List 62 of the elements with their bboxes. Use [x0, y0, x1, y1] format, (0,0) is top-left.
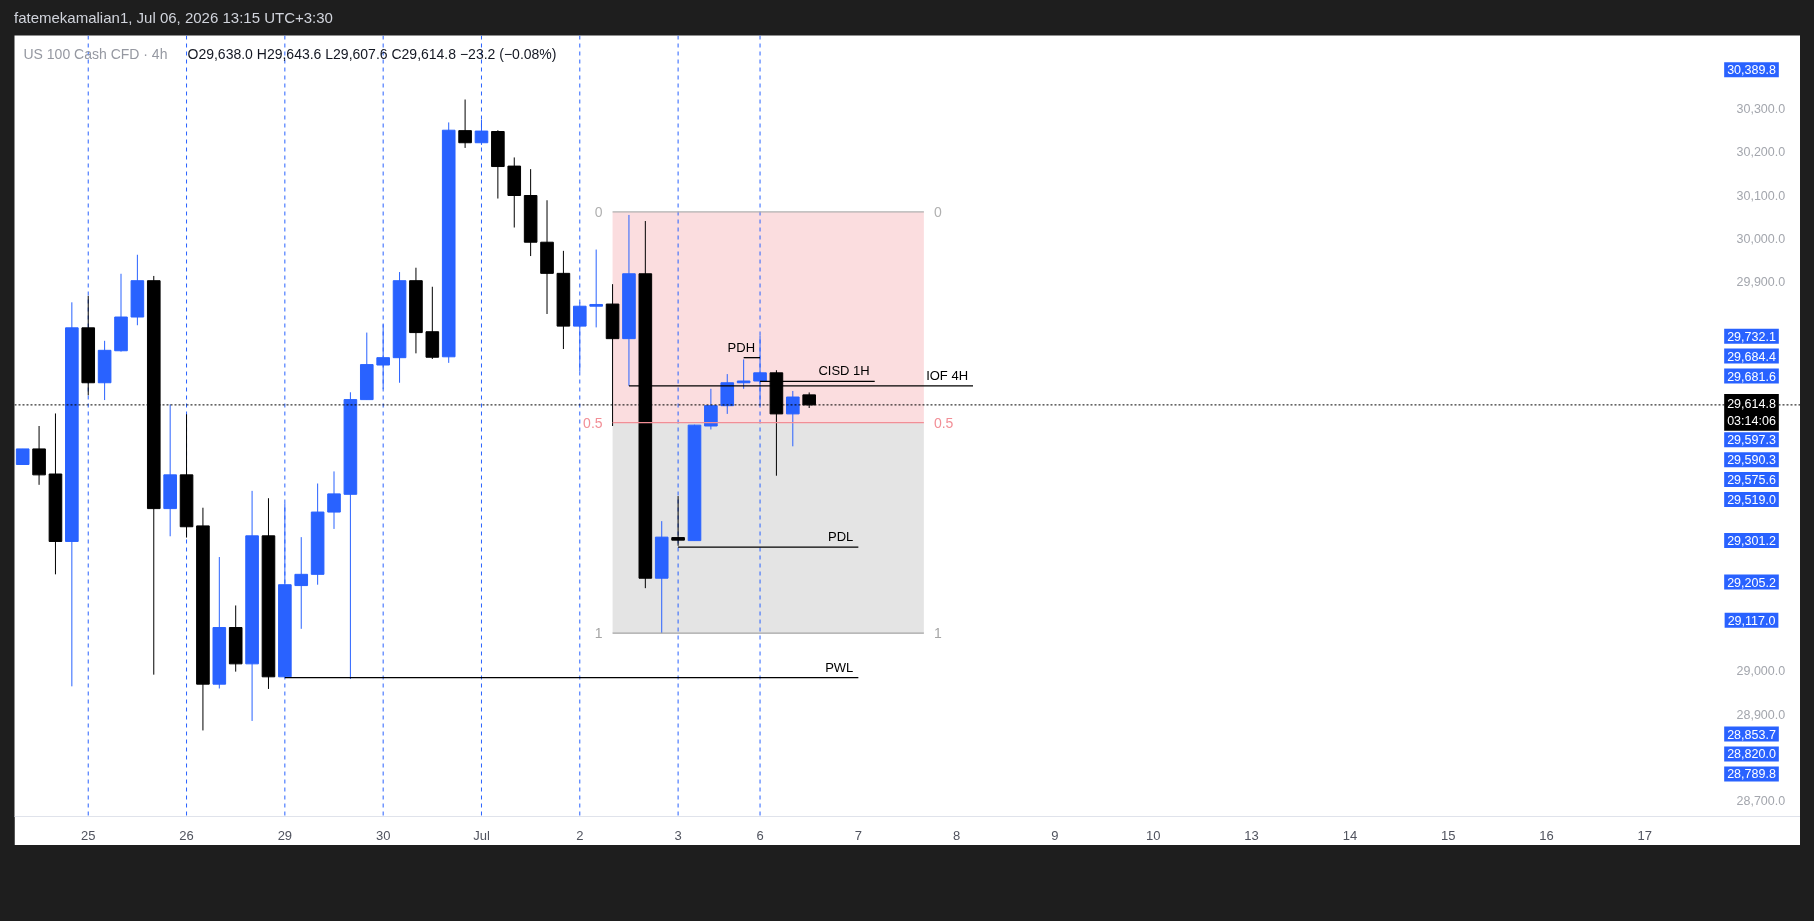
- annotation: 29,301.2: [1727, 534, 1776, 549]
- series-label: PWL: [825, 659, 854, 675]
- annotation: 29,597.3: [1727, 433, 1776, 448]
- y-tick-label: 30,200.0: [1736, 145, 1786, 160]
- annotation: 29,575.6: [1727, 473, 1776, 488]
- x-tick-label: 6: [756, 827, 764, 843]
- x-tick-label: 17: [1637, 827, 1653, 843]
- annotation: 28,789.8: [1727, 767, 1776, 782]
- series-label: PDH: [727, 339, 756, 355]
- text: 0.5: [933, 414, 954, 431]
- annotation: 29,681.6: [1727, 369, 1776, 384]
- x-tick-label: 7: [854, 827, 862, 843]
- annotation: 29,205.2: [1727, 575, 1776, 590]
- text: 0: [933, 203, 942, 220]
- candlestick: [785, 390, 800, 447]
- text: O29,638.0 H29,643.6 L29,607.6 C29,614.8 −23.2 (−0.08%): [187, 46, 557, 63]
- x-tick-label: 2: [576, 827, 584, 843]
- series-label: 0.5: [583, 414, 603, 431]
- candlestick: [704, 388, 718, 430]
- series-label: 0: [594, 203, 603, 220]
- annotation: 29,590.3: [1727, 453, 1776, 468]
- series-label: 1: [594, 625, 603, 642]
- annotation: 28,853.7: [1727, 727, 1776, 742]
- ref-line-label: 29,614.8 03:14:06: [1727, 396, 1776, 428]
- series-label: IOF 4H: [926, 367, 969, 383]
- candlestick: [736, 358, 751, 390]
- text: US 100 Cash CFD · 4h: [23, 46, 168, 63]
- candlestick: [458, 99, 472, 149]
- x-tick-label: 10: [1146, 827, 1161, 843]
- candlestick: [720, 373, 735, 415]
- y-tick-label: 30,100.0: [1736, 188, 1786, 203]
- candlestick: [327, 470, 341, 530]
- x-tick-label: 13: [1244, 827, 1259, 843]
- y-tick-label: 29,900.0: [1736, 275, 1786, 290]
- series-label: PDL: [828, 529, 854, 545]
- y-tick-label: 29,000.0: [1736, 664, 1786, 679]
- x-tick-label: 14: [1342, 827, 1358, 843]
- x-tick-label: 3: [674, 827, 682, 843]
- candlestick: [294, 536, 309, 630]
- y-tick-label: 30,000.0: [1736, 231, 1786, 246]
- x-tick-label: 15: [1440, 827, 1456, 843]
- y-tick-label: 30,300.0: [1736, 102, 1786, 117]
- annotation: 30,389.8: [1727, 63, 1776, 78]
- series-label: CISD 1H: [818, 363, 870, 379]
- x-tick-label: 29: [277, 827, 293, 843]
- x-tick-label: 30: [375, 827, 391, 843]
- x-tick-label: 25: [81, 827, 96, 843]
- annotation: 29,519.0: [1727, 493, 1776, 508]
- y-tick-label: 28,700.0: [1736, 794, 1786, 808]
- annotation: 29,117.0: [1727, 613, 1776, 628]
- candlestick: [589, 249, 603, 328]
- annotation: 28,820.0: [1727, 747, 1776, 762]
- x-tick-label: 8: [953, 827, 961, 843]
- annotation: 29,732.1: [1727, 329, 1776, 344]
- text: 1: [933, 625, 942, 642]
- text: fatemekamalian1, Jul 06, 2026 13:15 UTC+3:30: [14, 8, 333, 28]
- x-tick-label: 9: [1051, 827, 1059, 843]
- x-tick-label: 26: [179, 827, 194, 843]
- y-tick-label: 28,900.0: [1736, 707, 1786, 722]
- annotation: 29,684.4: [1727, 349, 1776, 364]
- x-tick-label: 16: [1539, 827, 1554, 843]
- x-tick-label: Jul: [473, 827, 490, 843]
